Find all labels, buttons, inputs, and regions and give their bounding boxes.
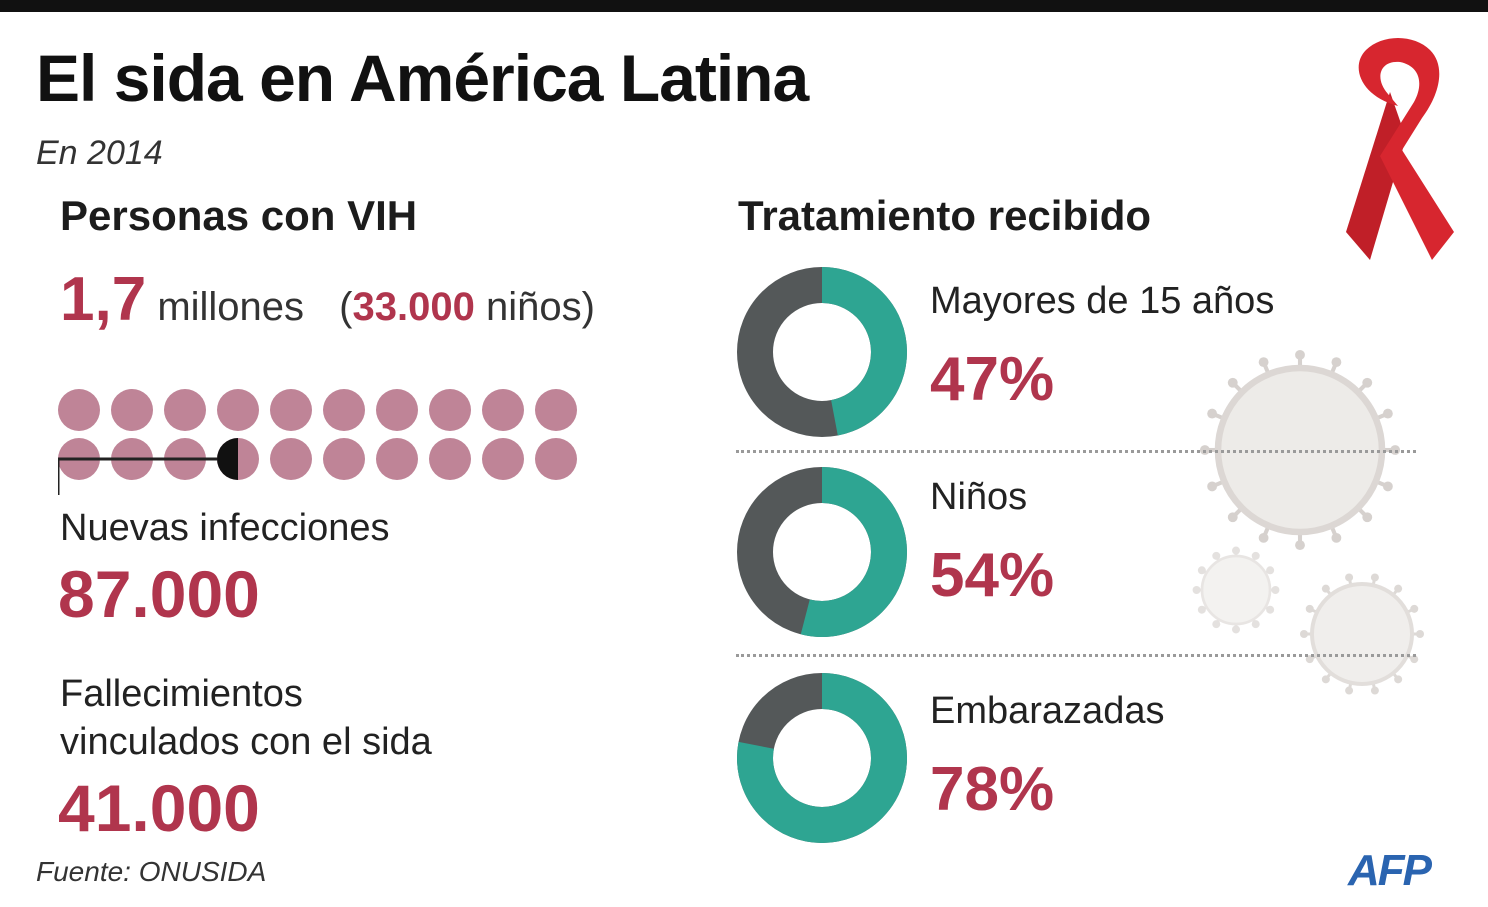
personas-total-unit: millones xyxy=(157,285,305,329)
personas-heading: Personas con VIH xyxy=(60,192,418,239)
tratamiento-label-1: Mayores de 15 años xyxy=(930,280,1275,322)
person-dot xyxy=(429,438,471,480)
fallecimientos-label-line2: vinculados con el sida xyxy=(60,721,432,763)
person-dot xyxy=(376,438,418,480)
donut-slice-2 xyxy=(737,467,907,637)
person-dot xyxy=(482,438,524,480)
people-dot-grid xyxy=(58,389,577,495)
person-dot xyxy=(270,438,312,480)
tratamiento-value-3: 78% xyxy=(930,755,1055,824)
tratamiento-heading: Tratamiento recibido xyxy=(738,192,1152,239)
tratamiento-label-2: Niños xyxy=(930,476,1028,518)
person-dot xyxy=(482,389,524,431)
tratamiento-value-2: 54% xyxy=(930,541,1055,610)
virus-particle xyxy=(1300,573,1424,695)
virus-particle xyxy=(1192,546,1280,634)
personas-children-value: 33.000 xyxy=(352,285,475,329)
personas-values: 1,7 millones (33.000 niños) xyxy=(60,264,595,335)
source-note: Fuente: ONUSIDA xyxy=(36,856,267,887)
nuevas-value: 87.000 xyxy=(58,557,260,631)
person-dot xyxy=(323,389,365,431)
person-dot xyxy=(111,389,153,431)
personas-children-unit: niños) xyxy=(485,285,595,329)
red-ribbon-icon xyxy=(1346,38,1454,260)
person-dot xyxy=(323,438,365,480)
page-subtitle: En 2014 xyxy=(36,134,163,172)
divider-1 xyxy=(736,450,1416,453)
tratamiento-value-1: 47% xyxy=(930,345,1055,414)
person-dot xyxy=(270,389,312,431)
donut-slice-3 xyxy=(737,673,907,843)
person-dot xyxy=(164,389,206,431)
highlight-dot xyxy=(58,438,259,495)
divider-2 xyxy=(736,654,1416,657)
top-bar xyxy=(0,0,1488,12)
donut-slice-1 xyxy=(737,267,907,437)
virus-icon xyxy=(1192,349,1424,695)
person-dot xyxy=(535,389,577,431)
person-dot xyxy=(376,389,418,431)
person-dot xyxy=(58,389,100,431)
nuevas-label: Nuevas infecciones xyxy=(60,507,390,549)
donut-chart-3 xyxy=(737,673,907,843)
afp-logo: AFP xyxy=(1348,846,1432,895)
donut-chart-2 xyxy=(737,467,907,637)
personas-total-value: 1,7 xyxy=(60,265,147,334)
person-dot xyxy=(429,389,471,431)
person-dot xyxy=(217,389,259,431)
fallecimientos-label-line1: Fallecimientos xyxy=(60,673,303,715)
paren-open: ( xyxy=(339,285,353,329)
donut-chart-1 xyxy=(737,267,907,437)
page-title: El sida en América Latina xyxy=(36,41,809,115)
fallecimientos-value: 41.000 xyxy=(58,771,260,845)
tratamiento-label-3: Embarazadas xyxy=(930,690,1165,732)
person-dot xyxy=(535,438,577,480)
